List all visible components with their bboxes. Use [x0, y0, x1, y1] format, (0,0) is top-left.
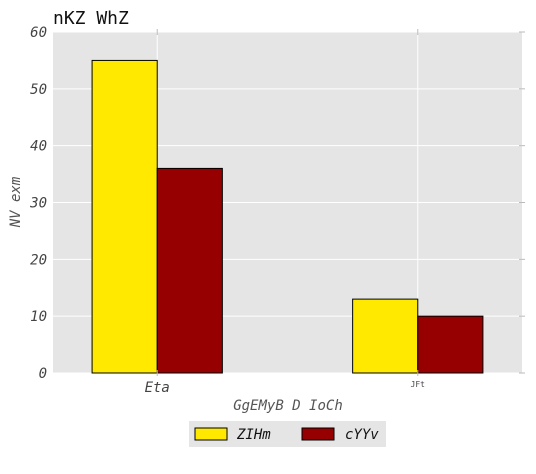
legend-swatch-zihm [194, 427, 228, 441]
x-tick-label: Eta [145, 380, 170, 396]
y-tick-label: 50 [30, 82, 47, 98]
legend-label-zihm: ZIHm [236, 427, 271, 443]
chart-title: nKZ WhZ [53, 8, 129, 29]
legend-label-cyyv: cYYv [345, 427, 379, 443]
bar-cyyv-jft [417, 315, 484, 374]
x-tick-label: JFt [411, 380, 426, 389]
y-tick-label: 40 [30, 139, 47, 155]
bar-zihm-jft [352, 298, 419, 374]
y-tick-label: 30 [29, 196, 47, 212]
y-axis-label: NV exm [8, 176, 24, 228]
axis-ticks: 0 10 20 30 40 50 60 Eta JFt [29, 25, 525, 396]
x-axis-label: GgEMyB D IoCh [233, 398, 343, 414]
y-tick-label: 20 [30, 252, 47, 268]
bars [91, 59, 484, 374]
bar-cyyv-eta [156, 167, 223, 374]
y-tick-label: 10 [30, 309, 47, 325]
legend: ZIHm cYYv [189, 421, 386, 447]
bar-zihm-eta [91, 59, 158, 374]
y-tick-label: 60 [30, 25, 47, 41]
legend-swatch-cyyv [301, 427, 335, 441]
y-tick-label: 0 [39, 366, 47, 382]
